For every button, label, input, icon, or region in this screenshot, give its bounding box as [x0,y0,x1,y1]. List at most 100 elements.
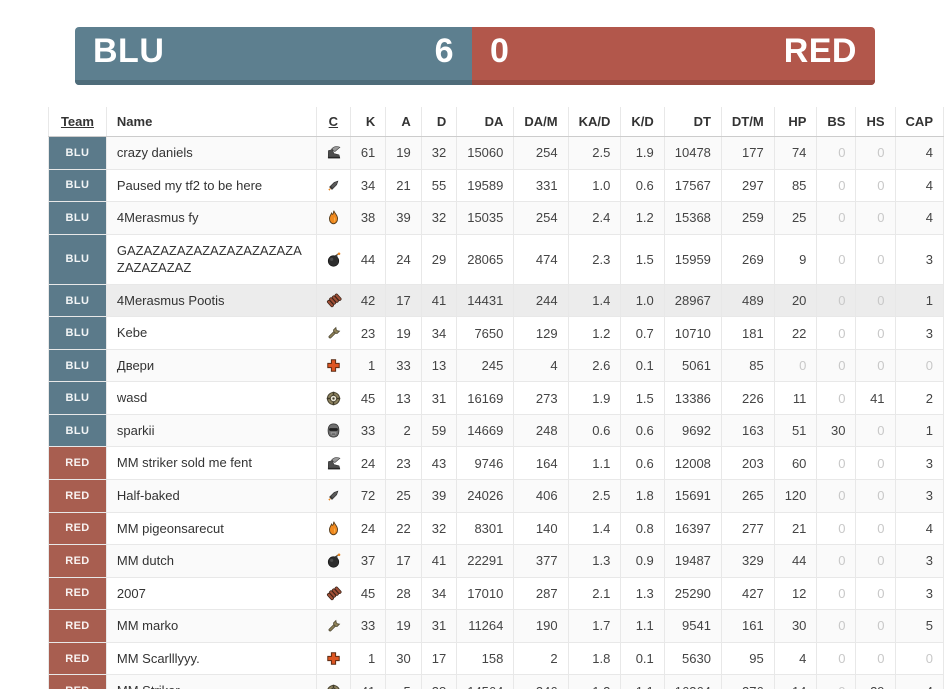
class-cell [315,511,351,546]
stat-k: 72 [349,479,387,513]
stat-dt: 15368 [663,201,722,235]
stat-kad: 1.9 [567,381,622,415]
stat-da: 24026 [456,479,515,513]
team-badge: BLU [48,316,107,350]
column-header-dam[interactable]: DA/M [513,107,569,137]
stat-hs: 0 [855,201,896,235]
stat-kd: 1.9 [620,136,665,170]
column-header-kad[interactable]: KA/D [567,107,622,137]
player-name-link[interactable]: sparkii [105,413,317,448]
team-badge: BLU [48,413,107,448]
column-header-dt[interactable]: DT [663,107,722,137]
stat-d: 34 [420,576,458,611]
stat-d: 43 [420,446,458,481]
scout-icon [325,455,342,472]
stat-hs: 0 [855,609,896,643]
stat-cap: 2 [894,381,944,415]
stat-bs: 0 [816,544,857,578]
player-name-link[interactable]: MM striker sold me fent [105,446,317,481]
stat-d: 31 [420,609,458,643]
stat-d: 39 [420,479,458,513]
stat-dtm: 265 [720,479,775,513]
column-header-cap[interactable]: CAP [894,107,944,137]
stat-d: 32 [420,136,458,170]
column-header-a[interactable]: A [385,107,422,137]
column-header-team[interactable]: Team [48,107,107,137]
stat-da: 9746 [456,446,515,481]
stat-d: 55 [420,168,458,203]
player-name-link[interactable]: wasd [105,381,317,415]
stat-dam: 164 [513,446,569,481]
medic-icon [325,650,342,667]
column-header-hs[interactable]: HS [855,107,896,137]
column-header-bs[interactable]: BS [816,107,857,137]
player-name-link[interactable]: MM dutch [105,544,317,578]
stat-bs: 0 [816,641,857,676]
player-name-link[interactable]: 4Merasmus Pootis [105,283,317,318]
stat-bs: 0 [816,348,857,383]
stat-kd: 0.6 [620,413,665,448]
stat-a: 17 [385,544,422,578]
pyro-icon [325,520,342,537]
player-name-link[interactable]: 2007 [105,576,317,611]
stat-dt: 19487 [663,544,722,578]
blu-score-panel: BLU 6 [75,27,472,85]
table-row: BLU wasd 45 13 31 16169 273 1.9 1.5 13386 226 11 0 41… [48,381,944,415]
stat-bs: 0 [816,446,857,481]
stat-kad: 1.2 [567,674,622,689]
player-name-link[interactable]: MM Striker. [105,674,317,689]
stat-kad: 2.6 [567,348,622,383]
stat-k: 45 [349,381,387,415]
stat-dtm: 177 [720,136,775,170]
player-name-link[interactable]: GAZAZAZAZAZAZAZAZAZAZAZAZAZAZAZ [105,233,317,285]
stat-da: 19589 [456,168,515,203]
stat-hp: 30 [773,609,818,643]
stat-hp: 85 [773,168,818,203]
stat-hp: 74 [773,136,818,170]
team-badge: BLU [48,381,107,415]
stat-da: 14431 [456,283,515,318]
engineer-icon [325,325,342,342]
stat-da: 15060 [456,136,515,170]
stat-hp: 14 [773,674,818,689]
stat-kad: 0.6 [567,413,622,448]
stat-cap: 5 [894,609,944,643]
stat-d: 32 [420,201,458,235]
column-header-k[interactable]: K [349,107,387,137]
player-name-link[interactable]: crazy daniels [105,136,317,170]
player-name-link[interactable]: MM Scarlllyyy. [105,641,317,676]
column-header-hp[interactable]: HP [773,107,818,137]
player-name-link[interactable]: Двери [105,348,317,383]
stat-hp: 0 [773,348,818,383]
player-name-link[interactable]: Half-baked [105,479,317,513]
stat-dam: 406 [513,479,569,513]
table-row: BLU sparkii 33 2 59 14669 248 0.6 0.6 9692 163 51 30… [48,413,944,448]
stat-hp: 22 [773,316,818,350]
player-name-link[interactable]: MM marko [105,609,317,643]
stat-dt: 15691 [663,479,722,513]
stat-cap: 1 [894,283,944,318]
player-name-link[interactable]: Paused my tf2 to be here [105,168,317,203]
player-name-link[interactable]: MM pigeonsarecut [105,511,317,546]
sniper-icon [325,683,342,689]
red-score: 0 [490,32,510,70]
stat-hs: 0 [855,479,896,513]
player-name-link[interactable]: 4Merasmus fy [105,201,317,235]
team-badge: BLU [48,201,107,235]
column-header-kd[interactable]: K/D [620,107,665,137]
column-header-da[interactable]: DA [456,107,515,137]
class-cell [315,136,351,170]
player-name-link[interactable]: Kebe [105,316,317,350]
stat-hp: 25 [773,201,818,235]
stat-dtm: 489 [720,283,775,318]
column-header-dtm[interactable]: DT/M [720,107,775,137]
stat-da: 245 [456,348,515,383]
stat-hs: 0 [855,446,896,481]
table-row: BLU crazy daniels 61 19 32 15060 254 2.5 1.9 1047… [48,136,944,170]
stat-dam: 377 [513,544,569,578]
team-badge: RED [48,674,107,689]
column-header-name[interactable]: Name [105,107,317,137]
stat-hp: 9 [773,233,818,285]
column-header-class[interactable]: C [315,107,351,137]
column-header-d[interactable]: D [420,107,458,137]
